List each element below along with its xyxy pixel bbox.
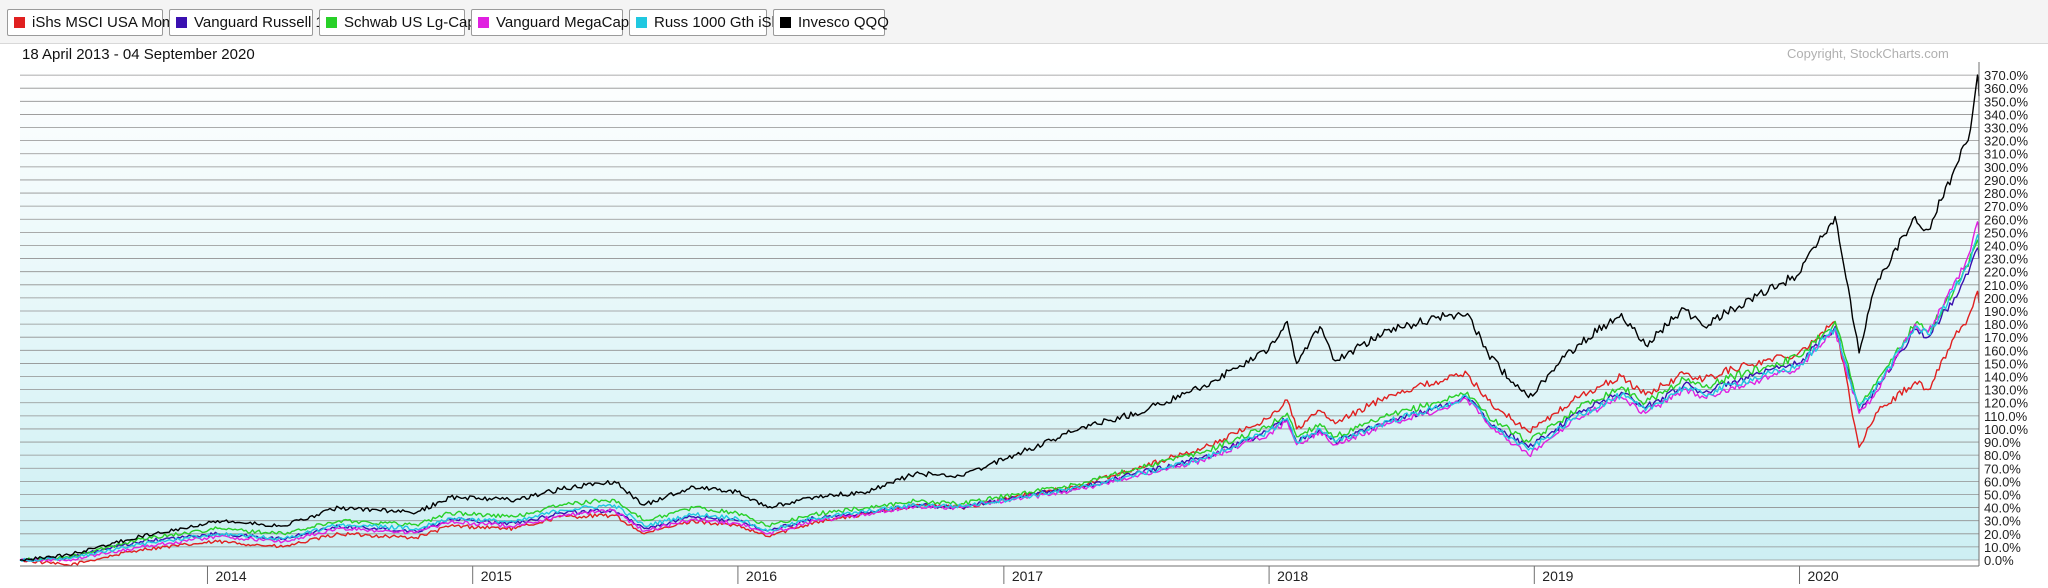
x-tick-label: 2014 bbox=[215, 568, 246, 584]
legend-swatch-vanguard-megacap bbox=[478, 17, 489, 28]
y-tick-label: 0.0% bbox=[1984, 553, 2014, 568]
y-tick-label: 240.0% bbox=[1984, 238, 2029, 253]
x-axis-tick-labels: 2014 2015 2016 2017 2018 2019 2020 bbox=[206, 566, 1839, 584]
legend-label-invesco-qqq: Invesco QQQ bbox=[798, 14, 889, 31]
legend-label-vanguard-megacap: Vanguard MegaCap Grw bbox=[496, 14, 661, 31]
y-tick-label: 170.0% bbox=[1984, 330, 2029, 345]
y-tick-label: 200.0% bbox=[1984, 291, 2029, 306]
y-tick-label: 350.0% bbox=[1984, 94, 2029, 109]
x-tick-label: 2015 bbox=[481, 568, 512, 584]
legend-swatch-invesco-qqq bbox=[780, 17, 791, 28]
y-tick-label: 160.0% bbox=[1984, 343, 2029, 358]
legend-label-vanguard-russell-1k: Vanguard Russell 1K bbox=[194, 14, 334, 31]
y-tick-label: 90.0% bbox=[1984, 435, 2021, 450]
y-tick-label: 260.0% bbox=[1984, 212, 2029, 227]
legend-swatch-vanguard-russell-1k bbox=[176, 17, 187, 28]
y-tick-label: 210.0% bbox=[1984, 278, 2029, 293]
x-tick-label: 2018 bbox=[1277, 568, 1308, 584]
y-tick-label: 100.0% bbox=[1984, 422, 2029, 437]
y-tick-label: 340.0% bbox=[1984, 107, 2029, 122]
y-tick-label: 150.0% bbox=[1984, 356, 2029, 371]
y-tick-label: 310.0% bbox=[1984, 147, 2029, 162]
y-tick-label: 270.0% bbox=[1984, 199, 2029, 214]
legend-swatch-russ-1000-gth bbox=[636, 17, 647, 28]
legend-item-ishs-momentum[interactable]: iShs MSCI USA Momntm bbox=[7, 9, 200, 36]
y-tick-label: 290.0% bbox=[1984, 173, 2029, 188]
legend-label-ishs-momentum: iShs MSCI USA Momntm bbox=[32, 14, 200, 31]
y-tick-label: 140.0% bbox=[1984, 370, 2029, 385]
y-tick-label: 110.0% bbox=[1984, 409, 2028, 424]
y-tick-label: 250.0% bbox=[1984, 225, 2029, 240]
y-tick-label: 30.0% bbox=[1984, 514, 2021, 529]
series-lines bbox=[19, 74, 1980, 567]
legend-item-invesco-qqq[interactable]: Invesco QQQ bbox=[773, 9, 889, 36]
y-tick-label: 10.0% bbox=[1984, 540, 2021, 555]
legend-item-russ-1000-gth[interactable]: Russ 1000 Gth iShr bbox=[629, 9, 785, 36]
y-tick-label: 280.0% bbox=[1984, 186, 2029, 201]
y-tick-label: 20.0% bbox=[1984, 527, 2021, 542]
y-tick-label: 190.0% bbox=[1984, 304, 2029, 319]
y-tick-label: 230.0% bbox=[1984, 252, 2029, 267]
legend-item-vanguard-megacap[interactable]: Vanguard MegaCap Grw bbox=[471, 9, 661, 36]
series-line-schwab-us-lg-cap-gr bbox=[20, 239, 1980, 561]
x-tick-label: 2020 bbox=[1808, 568, 1839, 584]
legend-label-schwab-lg-cap: Schwab US Lg-Cap Gr bbox=[344, 14, 497, 31]
y-tick-label: 80.0% bbox=[1984, 448, 2021, 463]
series-line-invesco-qqq bbox=[20, 74, 1980, 562]
grid-lines bbox=[20, 74, 1979, 561]
legend-item-vanguard-russell-1k[interactable]: Vanguard Russell 1K bbox=[169, 9, 334, 36]
date-range-label: 18 April 2013 - 04 September 2020 bbox=[22, 46, 255, 63]
x-tick-label: 2019 bbox=[1542, 568, 1573, 584]
y-tick-label: 360.0% bbox=[1984, 81, 2029, 96]
y-tick-label: 130.0% bbox=[1984, 383, 2029, 398]
y-tick-label: 330.0% bbox=[1984, 121, 2029, 136]
y-axis-tick-labels: 0.0%10.0%20.0%30.0%40.0%50.0%60.0%70.0%8… bbox=[1984, 68, 2029, 568]
y-tick-label: 50.0% bbox=[1984, 487, 2021, 502]
y-tick-label: 180.0% bbox=[1984, 317, 2029, 332]
y-tick-label: 60.0% bbox=[1984, 474, 2021, 489]
y-tick-label: 320.0% bbox=[1984, 134, 2029, 149]
y-tick-label: 300.0% bbox=[1984, 160, 2029, 175]
copyright-label: Copyright, StockCharts.com bbox=[1787, 46, 1949, 61]
y-tick-label: 220.0% bbox=[1984, 265, 2029, 280]
legend-bar: iShs MSCI USA Momntm Vanguard Russell 1K… bbox=[0, 0, 2048, 44]
series-line-vanguard-megacap-grw bbox=[19, 221, 1980, 562]
y-tick-label: 370.0% bbox=[1984, 68, 2029, 83]
x-tick-label: 2017 bbox=[1012, 568, 1043, 584]
y-tick-label: 40.0% bbox=[1984, 501, 2021, 516]
legend-swatch-schwab-lg-cap bbox=[326, 17, 337, 28]
y-tick-label: 70.0% bbox=[1984, 461, 2021, 476]
legend-item-schwab-lg-cap[interactable]: Schwab US Lg-Cap Gr bbox=[319, 9, 497, 36]
y-tick-label: 120.0% bbox=[1984, 396, 2029, 411]
legend-swatch-ishs-momentum bbox=[14, 17, 25, 28]
x-tick-label: 2016 bbox=[746, 568, 777, 584]
series-line-russ-1000-gth-ishr bbox=[19, 234, 1980, 562]
legend-label-russ-1000-gth: Russ 1000 Gth iShr bbox=[654, 14, 785, 31]
